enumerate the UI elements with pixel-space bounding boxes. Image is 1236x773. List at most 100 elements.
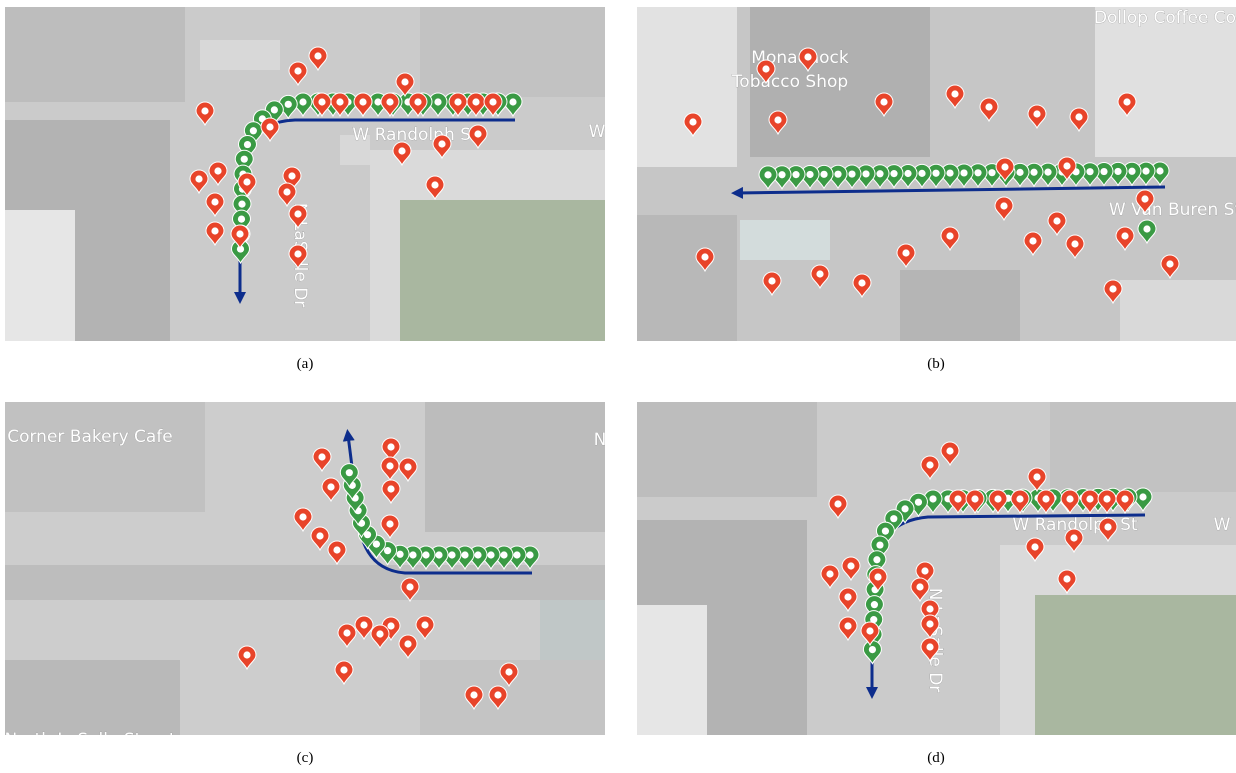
pin-center [201, 107, 208, 114]
pin-center [988, 169, 995, 176]
pin-center [1030, 169, 1037, 176]
pin-center [971, 495, 978, 502]
pin-center [926, 620, 933, 627]
pin-center [932, 170, 939, 177]
pin-center [438, 140, 445, 147]
pin-center [994, 495, 1001, 502]
pin-center [689, 118, 696, 125]
pin-center [271, 106, 278, 113]
pin-center [454, 98, 461, 105]
pin-center [386, 98, 393, 105]
pin-center [318, 453, 325, 460]
pin-center [414, 98, 421, 105]
caption: (a) [275, 356, 335, 373]
pin-center [916, 583, 923, 590]
pin-center [461, 551, 468, 558]
pin-center [340, 666, 347, 673]
pin-center [974, 169, 981, 176]
pin-center [1114, 168, 1121, 175]
caption: (c) [275, 750, 335, 767]
pin-center [915, 499, 922, 506]
pin-center [214, 167, 221, 174]
pin-center [871, 601, 878, 608]
pin-center [299, 98, 306, 105]
map-label: Tobacco Shop [731, 72, 848, 92]
pin-center [844, 593, 851, 600]
pin-center [386, 462, 393, 469]
pin-center [1033, 473, 1040, 480]
pin-center [762, 65, 769, 72]
pin-center [448, 551, 455, 558]
pin-center [384, 547, 391, 554]
map-label: W Van Buren St [1109, 200, 1236, 220]
pin-center [929, 495, 936, 502]
pin-center [946, 169, 953, 176]
pin-center [500, 551, 507, 558]
pin-center [946, 232, 953, 239]
map-label: W [589, 122, 606, 142]
pin-center [1053, 217, 1060, 224]
pin-center [238, 201, 245, 208]
pin-center [1109, 285, 1116, 292]
pin-center [866, 627, 873, 634]
pin-center [926, 461, 933, 468]
pin-center [404, 640, 411, 647]
pin-center [244, 141, 251, 148]
pin-center [954, 495, 961, 502]
pin-center [285, 101, 292, 108]
map-figure: W Randolph StN LaSalle DrW MonadnockToba… [0, 0, 1236, 773]
pin-center [921, 567, 928, 574]
pin-center [422, 551, 429, 558]
pin-center [250, 127, 257, 134]
pin-center [241, 156, 248, 163]
pin-center [236, 230, 243, 237]
pin-center [474, 551, 481, 558]
pin-center [1103, 495, 1110, 502]
pin-center [505, 668, 512, 675]
pin-center [243, 651, 250, 658]
pin-center [778, 171, 785, 178]
pin-center [489, 98, 496, 105]
map-label: North LaSalle Street [4, 730, 175, 750]
pin-center [238, 216, 245, 223]
pin-center [847, 562, 854, 569]
pin-center [318, 98, 325, 105]
pin-center [1066, 495, 1073, 502]
pin-center [336, 98, 343, 105]
map-label: Dollop Coffee Co [1094, 8, 1236, 28]
pin-center [211, 227, 218, 234]
pin-center [816, 270, 823, 277]
pin-center [294, 210, 301, 217]
pin-center [1033, 110, 1040, 117]
pin-center [858, 279, 865, 286]
pin-center [474, 130, 481, 137]
pin-center [792, 171, 799, 178]
pin-center [406, 583, 413, 590]
pin-center [299, 513, 306, 520]
pin-center [404, 463, 411, 470]
pin-center [768, 277, 775, 284]
pin-center [421, 621, 428, 628]
pin-center [1142, 168, 1149, 175]
pin-center [869, 646, 876, 653]
pin-center [890, 170, 897, 177]
pin-center [316, 532, 323, 539]
panel-d: W Randolph StN LaSalle DrW [637, 402, 1236, 735]
pin-center [470, 691, 477, 698]
pin-center [398, 147, 405, 154]
pin-center [806, 171, 813, 178]
pin-center [266, 123, 273, 130]
map-label: W [1214, 515, 1231, 535]
pin-center [294, 250, 301, 257]
pin-center [1070, 534, 1077, 541]
pin-center [960, 169, 967, 176]
caption: (b) [906, 356, 966, 373]
caption: (d) [906, 750, 966, 767]
pin-center [904, 170, 911, 177]
pin-center [926, 643, 933, 650]
pin-center [396, 551, 403, 558]
pin-center [1139, 493, 1146, 500]
pin-center [1075, 113, 1082, 120]
figure: W Randolph StN LaSalle DrW MonadnockToba… [0, 0, 1236, 773]
pin-center [901, 505, 908, 512]
